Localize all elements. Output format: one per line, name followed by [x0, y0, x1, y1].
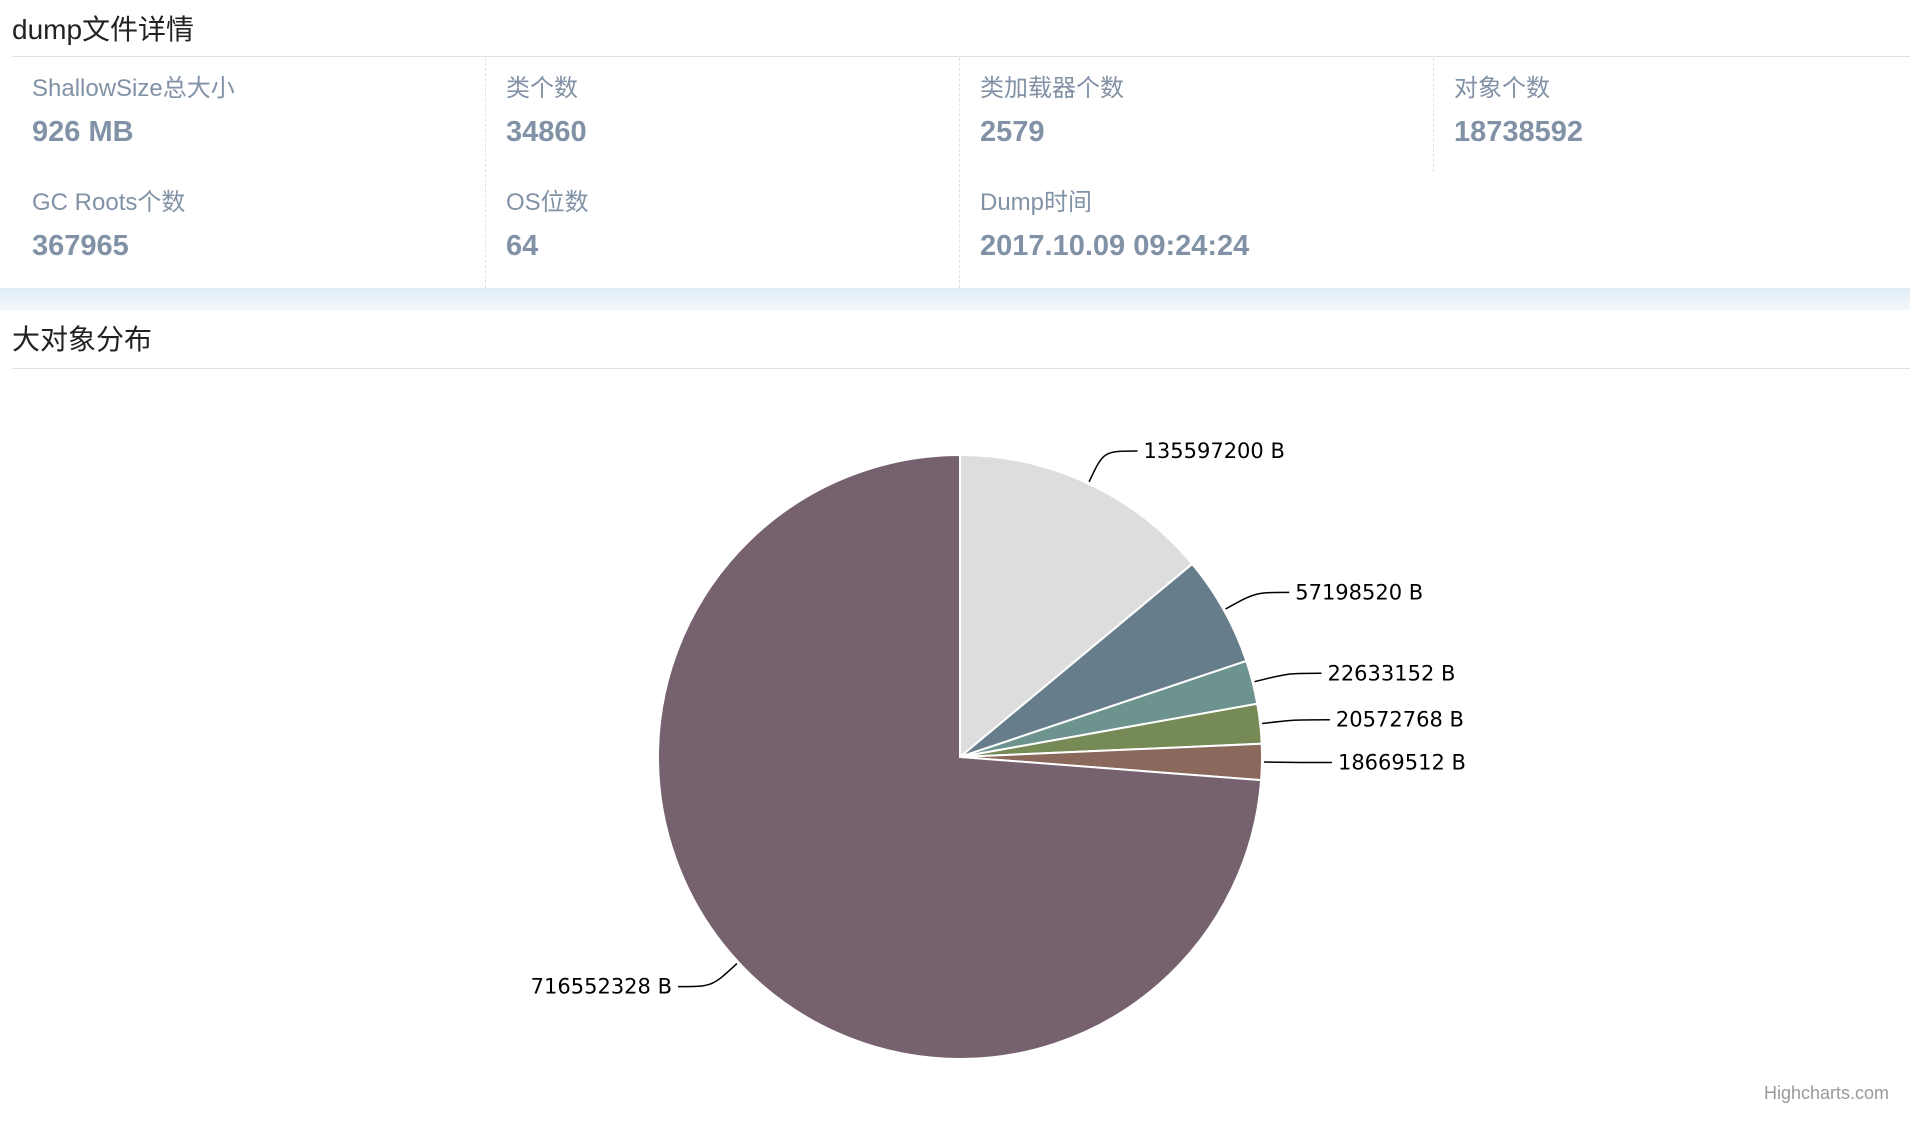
stat-classloader-count: 类加载器个数 2579: [960, 58, 1434, 172]
dump-details-title: dump文件详情: [12, 14, 195, 45]
column-divider: [485, 58, 486, 288]
stat-shallow-size: ShallowSize总大小 926 MB: [12, 58, 486, 172]
title-divider: [12, 368, 1910, 369]
stat-label: Dump时间: [980, 189, 1093, 216]
stat-class-count: 类个数 34860: [486, 58, 960, 172]
stat-label: 对象个数: [1454, 75, 1550, 102]
stat-object-count: 对象个数 18738592: [1434, 58, 1908, 172]
large-object-title: 大对象分布: [12, 324, 153, 355]
pie-label-connector: [678, 963, 738, 988]
stat-value: 2017.10.09 09:24:24: [980, 230, 1250, 262]
dump-details-panel: dump文件详情 ShallowSize总大小 926 MB 类个数 34860…: [0, 0, 1910, 288]
stat-value: 64: [506, 230, 539, 262]
stat-grid: ShallowSize总大小 926 MB 类个数 34860 类加载器个数 2…: [12, 58, 1910, 288]
column-divider: [959, 58, 960, 288]
column-divider: [1433, 58, 1434, 172]
pie-slice[interactable]: [657, 453, 1263, 1060]
pie-label-connector: [1088, 450, 1138, 483]
pie-label-connector: [1262, 718, 1330, 725]
stat-label: 类个数: [506, 75, 578, 102]
stat-label: GC Roots个数: [32, 189, 186, 216]
stat-value: 367965: [32, 230, 129, 262]
pie-label-connector: [1225, 591, 1290, 610]
title-divider: [12, 56, 1910, 57]
stat-value: 926 MB: [32, 116, 134, 148]
pie-slice[interactable]: [959, 453, 1194, 760]
pie-slices: [657, 453, 1263, 1060]
pie-data-label: 22633152 B: [1327, 661, 1455, 685]
highcharts-credit[interactable]: Highcharts.com: [1763, 1083, 1889, 1103]
stat-value: 2579: [980, 116, 1045, 148]
stat-label: OS位数: [506, 189, 589, 216]
stat-value: 34860: [506, 116, 587, 148]
stat-label: ShallowSize总大小: [32, 75, 235, 102]
pie-data-label: 57198520 B: [1295, 580, 1423, 604]
section-separator-band: [0, 288, 1910, 310]
pie-data-label: 716552328 B: [531, 975, 672, 999]
stat-dump-time: Dump时间 2017.10.09 09:24:24: [960, 172, 1434, 286]
stat-os-bits: OS位数 64: [486, 172, 960, 286]
stat-gc-roots: GC Roots个数 367965: [12, 172, 486, 286]
stat-label: 类加载器个数: [980, 75, 1124, 102]
pie-label-connector: [1254, 672, 1322, 683]
pie-data-label: 18669512 B: [1338, 751, 1466, 775]
pie-data-label: 20572768 B: [1336, 708, 1464, 732]
stat-value: 18738592: [1454, 116, 1584, 148]
pie-labels: 135597200 B 57198520 B 22633152 B 20572768 …: [531, 439, 1466, 999]
pie-data-label: 135597200 B: [1144, 439, 1285, 463]
pie-label-connector: [1263, 761, 1332, 764]
